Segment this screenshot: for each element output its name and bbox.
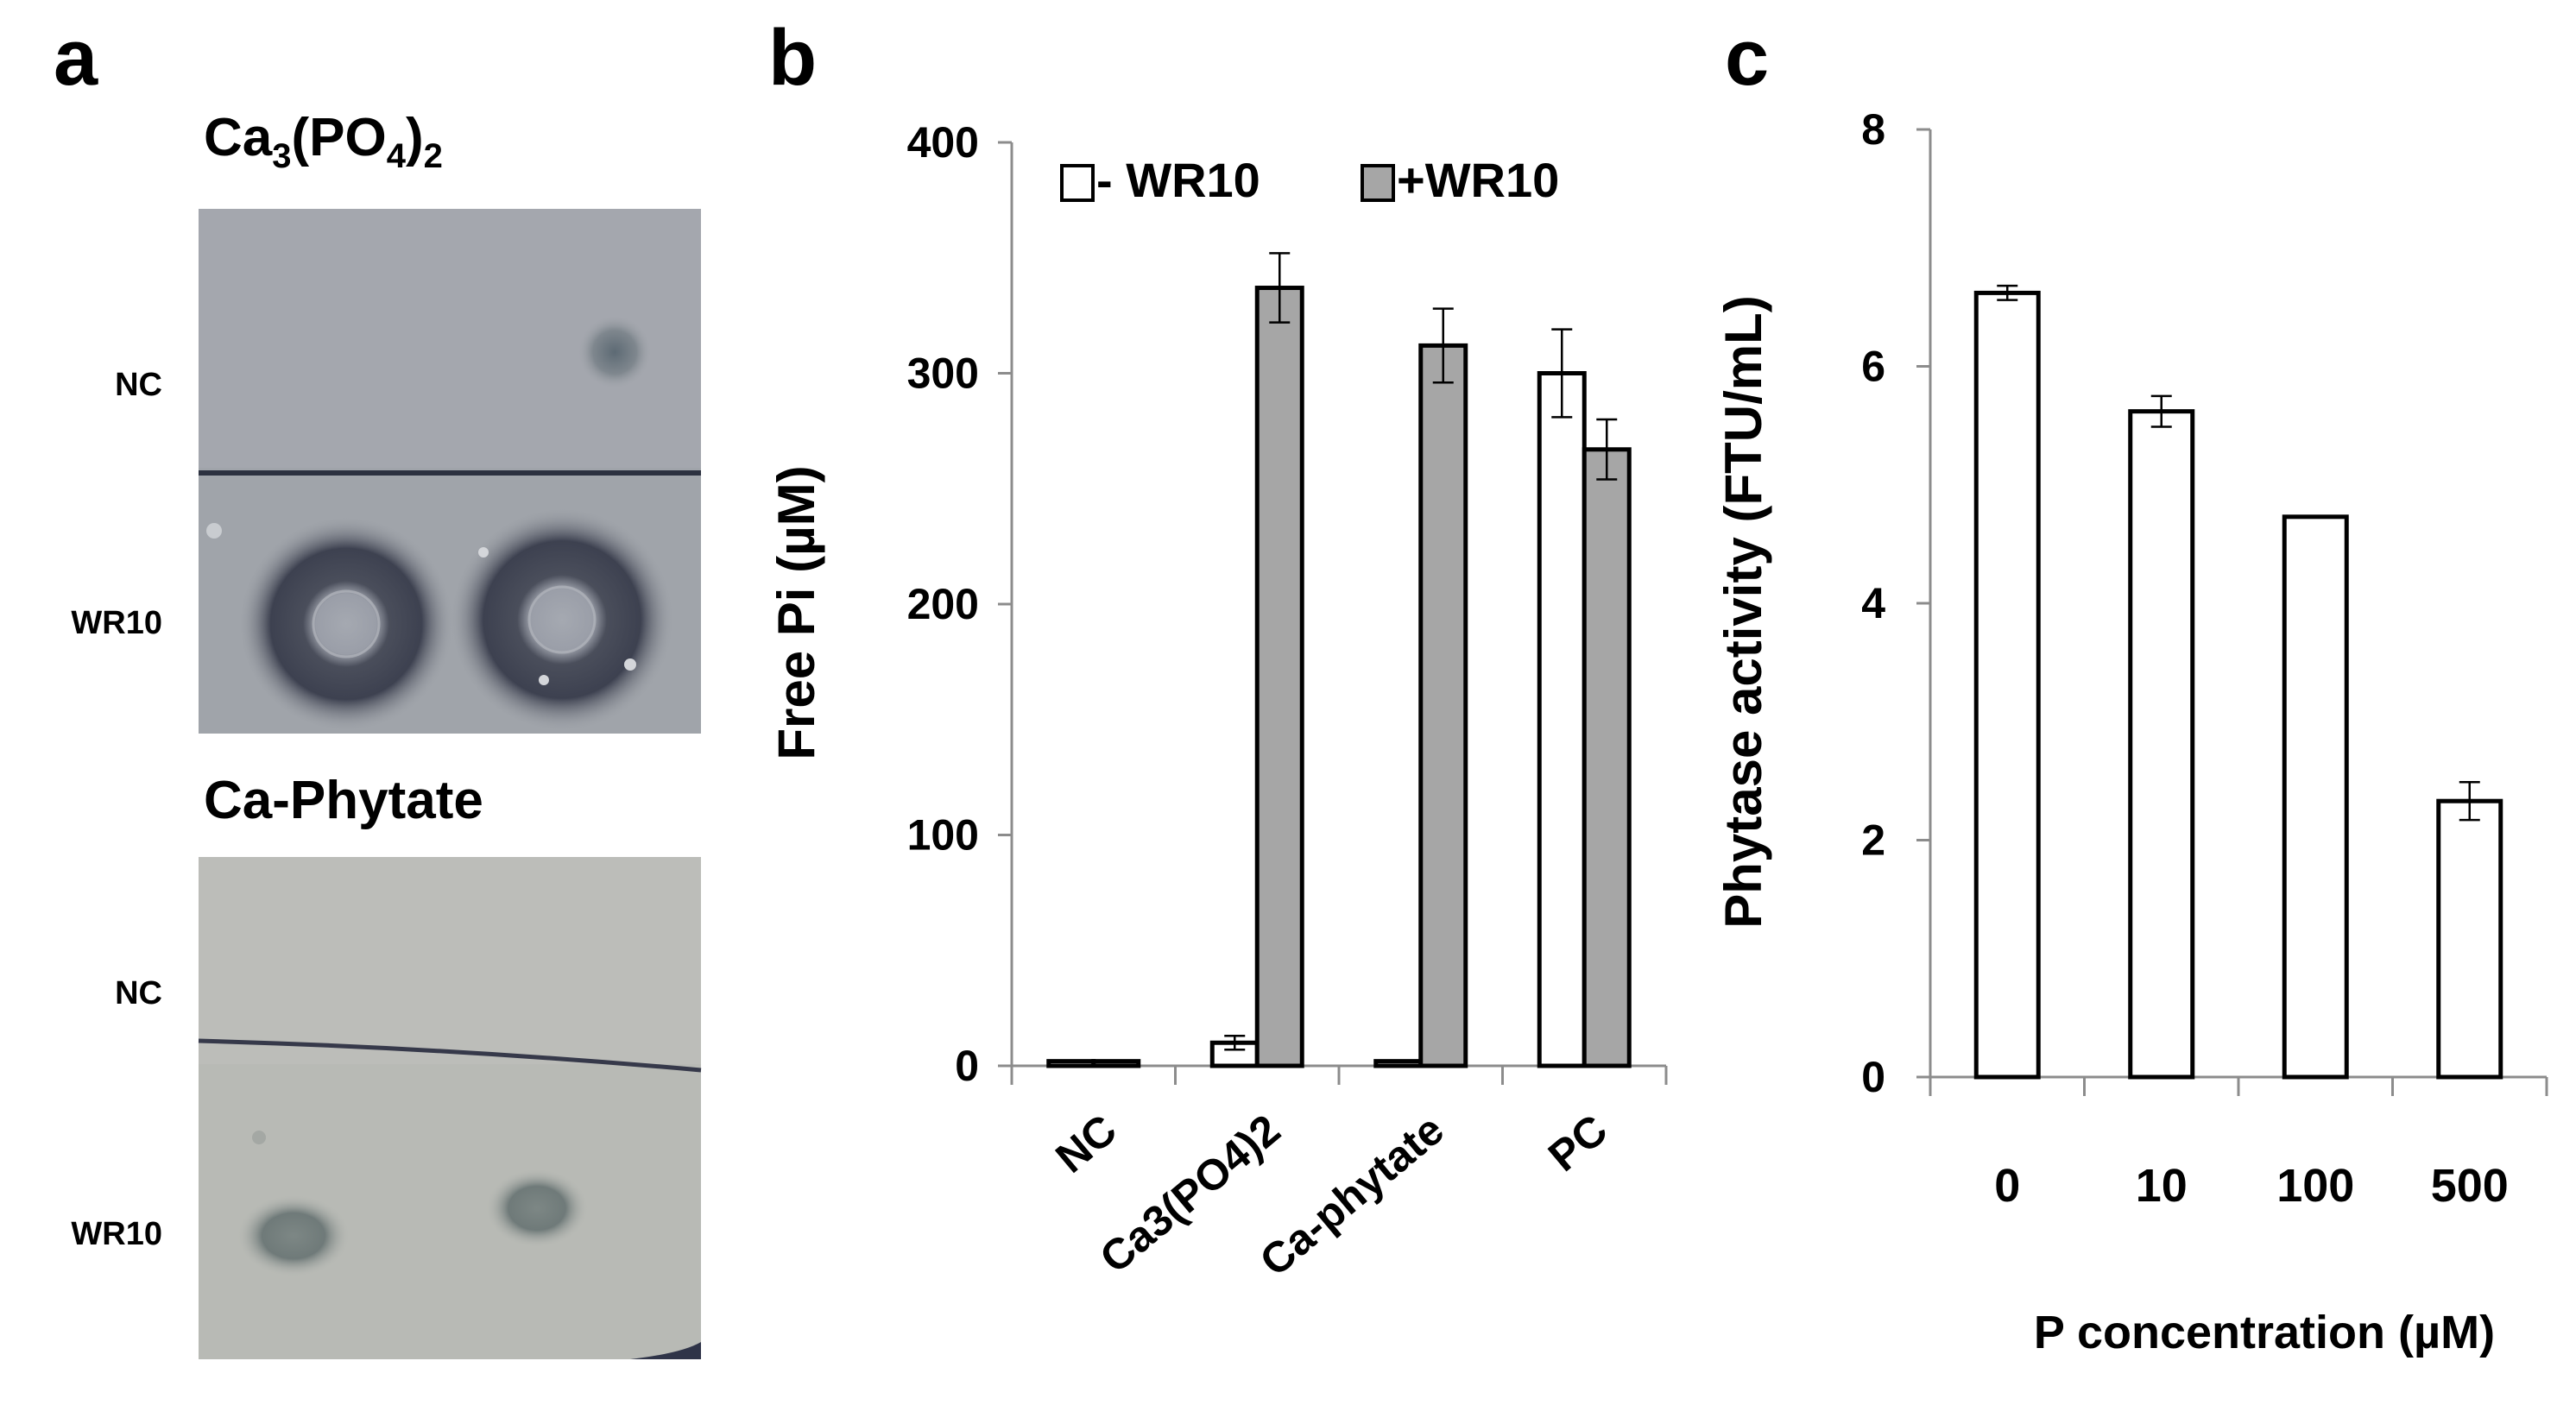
x-axis-label-c: P concentration (µM) — [2034, 1307, 2495, 1358]
bar-c — [2282, 514, 2349, 1080]
y-tick-label-b: 0 — [955, 1042, 979, 1090]
plate-1-row-wr10: WR10 — [71, 605, 162, 641]
plate-1-photo — [199, 209, 701, 734]
panel-a: a Ca3(PO4)2 NC WR10 Ca-Phytate — [54, 14, 702, 1359]
plate-2-row-nc: NC — [115, 975, 162, 1011]
y-tick-label-c: 2 — [1861, 816, 1885, 865]
legend-swatch-b — [1361, 164, 1395, 202]
y-axis-label-b: Free Pi (µM) — [767, 465, 825, 759]
bar-b — [1537, 371, 1587, 1068]
panel-letter-b: b — [768, 14, 817, 102]
y-tick-label-c: 4 — [1861, 579, 1885, 627]
y-tick-label-c: 0 — [1861, 1053, 1885, 1101]
y-tick-label-b: 300 — [907, 350, 979, 398]
bar-b — [1373, 1059, 1424, 1068]
legend-swatch-b — [1060, 164, 1095, 202]
panel-c: c 0 2 4 6 8 Phytase activity (FTU/mL) 0 10 100 50… — [1714, 14, 2548, 1358]
category-label-b: PC — [1539, 1106, 1616, 1181]
plate-1-row-nc: NC — [115, 367, 162, 403]
panel-letter-a: a — [54, 14, 98, 102]
plate-2-photo — [198, 857, 702, 1359]
bar-c — [2128, 409, 2195, 1080]
panel-letter-c: c — [1725, 14, 1769, 102]
y-axis-label-c: Phytase activity (FTU/mL) — [1714, 295, 1772, 929]
category-label-c: 10 — [2136, 1160, 2188, 1212]
plate-1-title: Ca3(PO4)2 — [204, 108, 443, 175]
y-tick-label-c: 8 — [1861, 105, 1885, 154]
plate-2-row-wr10: WR10 — [71, 1216, 162, 1252]
y-tick-label-b: 200 — [907, 580, 979, 628]
y-tick-label-b: 400 — [907, 118, 979, 167]
category-label-b: Ca-phytate — [1251, 1106, 1453, 1286]
bar-b — [1254, 286, 1304, 1068]
chart-c: 0 2 4 6 8 Phytase activity (FTU/mL) 0 10 100 500 P… — [1714, 105, 2548, 1358]
y-tick-label-c: 6 — [1861, 343, 1885, 391]
y-tick-label-b: 100 — [907, 811, 979, 860]
bar-b — [1418, 343, 1468, 1068]
category-label-c: 100 — [2276, 1160, 2354, 1212]
bar-c — [2436, 798, 2503, 1080]
plate-2-title: Ca-Phytate — [204, 771, 483, 830]
category-label-b: NC — [1047, 1106, 1126, 1182]
bar-b — [1582, 447, 1632, 1068]
legend-label-b: - WR10 — [1096, 153, 1260, 207]
category-label-c: 500 — [2431, 1160, 2509, 1212]
bar-b — [1046, 1059, 1096, 1068]
legend-label-b: +WR10 — [1397, 153, 1559, 207]
bar-c — [1973, 290, 2041, 1080]
bar-b — [1091, 1059, 1141, 1068]
category-label-c: 0 — [1994, 1160, 2020, 1212]
